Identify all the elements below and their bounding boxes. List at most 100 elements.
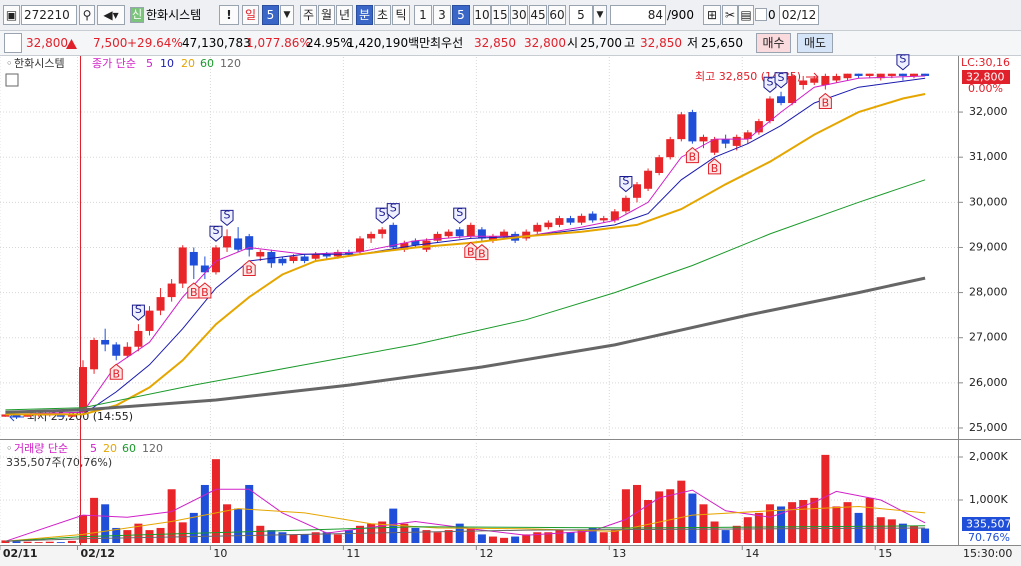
day-button[interactable]: 일 [242,5,259,25]
lc-label: LC:30,16 [961,56,1010,69]
volume-bar [633,484,641,543]
x-tick-label: 02/12 [80,547,115,560]
signal-shape [131,304,145,321]
interval-input[interactable]: 5 [569,5,593,25]
candle-body [123,346,132,356]
signal-marker: B [708,158,722,175]
volume-bar [533,532,542,543]
candle-body [887,73,896,76]
signal-label: S [778,71,785,84]
quote-icon [4,33,22,53]
volume-box [962,517,1010,531]
signal-marker: B [198,282,212,299]
x-tick-label: 15 [878,547,892,560]
toolbar-button[interactable]: 60 [548,5,566,25]
tool-icon[interactable]: ⊞ [703,5,721,25]
volume-bar [433,532,442,543]
sell-button[interactable]: 매도 [797,33,833,53]
volume-bar [466,527,475,543]
x-tick-label: 11 [346,547,360,560]
volume-bar [754,512,763,543]
dropdown[interactable]: ▼ [280,5,294,25]
toolbar-button[interactable]: 30 [510,5,528,25]
legend-entry: 60 [200,57,214,70]
signal-label: B [467,245,475,258]
dropdown[interactable]: ▼ [593,5,607,25]
ma-line [5,93,926,416]
candle-body [732,136,741,146]
volume-bar [45,541,54,543]
date-input[interactable]: 02/12 [779,5,819,25]
candle-body [854,73,863,76]
signal-shape [685,147,699,164]
toolbar-button[interactable]: 틱 [392,5,410,25]
signal-label: S [390,202,397,215]
x-tick-label: 13 [612,547,626,560]
volume-bar [821,454,830,543]
volume-bars [1,454,930,543]
toolbar-button[interactable]: 월 [318,5,335,25]
up-arrow [66,39,77,49]
signal-shape [896,54,910,71]
code-input[interactable]: 272210 [21,5,77,25]
candle-body [821,75,830,85]
toolbar-button[interactable]: 주 [300,5,317,25]
volume-bar [90,497,99,543]
y-tick-label: 27,000 [969,331,1008,344]
toolbar-button[interactable]: 년 [336,5,353,25]
toolbar-button[interactable]: 분 [356,5,373,25]
code: 272210 [24,8,70,22]
candle-body [666,139,675,158]
y-tick-label: 26,000 [969,376,1008,389]
volume-bar [655,491,664,543]
volume-bar [843,502,852,543]
volume-bar [300,534,309,543]
checkbox[interactable] [755,8,767,21]
alert-button[interactable]: ! [219,5,239,25]
menu-icon[interactable]: ▣ [3,5,20,25]
volume-bar [411,527,420,543]
volume-bar [322,532,331,543]
speaker-button[interactable]: ◀▾ [97,5,125,25]
time-label: 15:30:00 [963,547,1012,560]
volume-bar [610,530,619,543]
ma-line [5,525,926,542]
volume-bar [477,534,486,543]
signal-label: S [622,175,629,188]
signal-shape [242,259,256,276]
count-input[interactable]: 84 [610,5,666,25]
legend-entry: 60 [122,442,136,455]
volume-tick-label: 1,000K [969,493,1008,506]
legend-entry: 120 [220,57,241,70]
candle-body [522,231,531,239]
candle-body [876,73,885,79]
toolbar-button[interactable]: 1 [414,5,432,25]
search-button[interactable]: ⚲ [79,5,95,25]
signal-shape [464,241,478,258]
toolbar-button[interactable]: 3 [433,5,451,25]
candle-body [610,211,619,221]
volume-bar [910,525,918,543]
chart-background [0,56,1021,566]
toolbar-button[interactable]: 5 [452,5,470,25]
candle-body [234,238,243,250]
volume-bar [921,528,930,543]
toolbar-button[interactable]: 초 [374,5,391,25]
volume-bar [688,493,697,543]
buy-button[interactable]: 매수 [756,33,791,53]
candle-body [910,73,918,76]
save-icon[interactable]: ▤ [738,5,754,25]
signal-shape [453,207,467,224]
signal-shape [475,244,489,261]
candle-body [23,414,32,417]
toolbar-button[interactable]: 10 [473,5,491,25]
toolbar-button[interactable]: 45 [529,5,547,25]
volume-bar [67,540,76,543]
tool-icon[interactable]: ✂ [722,5,738,25]
volume-bar [876,517,885,543]
candle-body [765,98,774,122]
signal-shape [386,203,400,220]
candle-body [799,80,808,85]
day-count[interactable]: 5 [262,5,279,25]
toolbar-button[interactable]: 15 [491,5,509,25]
